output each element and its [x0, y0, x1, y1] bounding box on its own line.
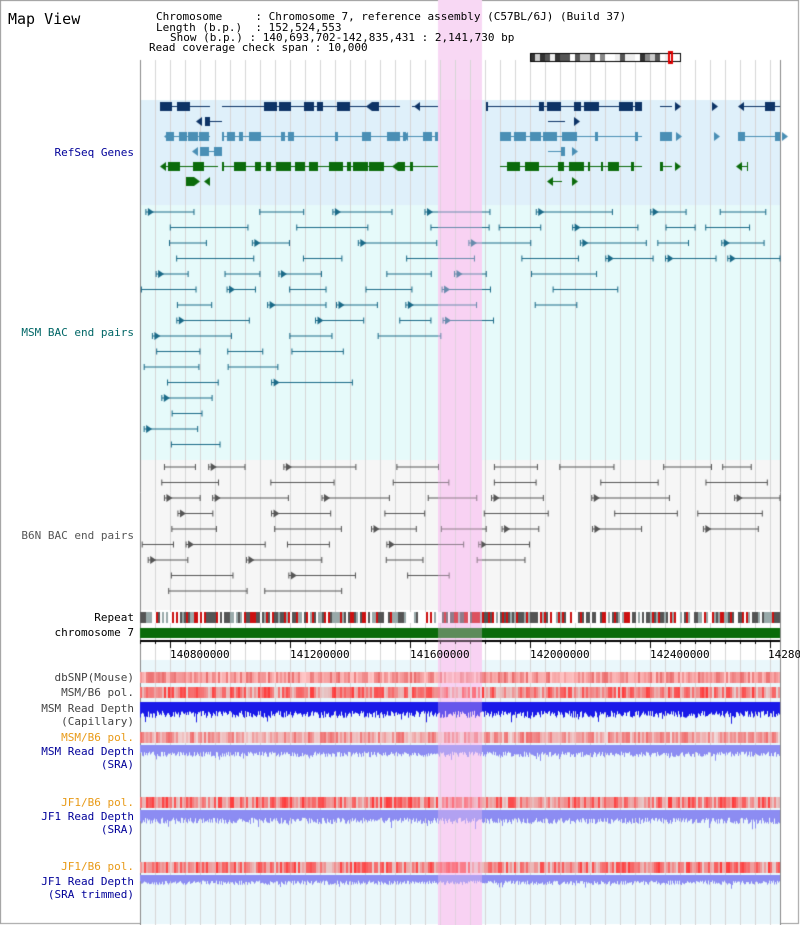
dbsnp-label[interactable]: dbSNP(Mouse)	[54, 671, 134, 684]
jf1-read-depth-trim-sub: (SRA trimmed)	[47, 888, 134, 901]
coverage-value: 10,000	[327, 41, 368, 54]
jf1-read-depth-trim-label[interactable]: JF1 Read Depth	[41, 875, 134, 888]
axis-tick-label: 14280	[768, 648, 800, 661]
repeat-label[interactable]: Repeat	[94, 611, 134, 624]
length-value: 152,524,553	[268, 21, 342, 34]
show-label: Show (b.p.)	[170, 31, 243, 44]
msm-read-depth-cap-label[interactable]: MSM Read Depth	[41, 702, 134, 715]
msm-read-depth-sra-sub: (SRA)	[100, 758, 134, 771]
chromosome-label: Chromosome	[156, 10, 223, 23]
refseq-genes-label[interactable]: RefSeq Genes	[54, 146, 134, 159]
chromosome-info: Chromosome : Chromosome 7, reference ass…	[156, 10, 627, 23]
msm-bac-label[interactable]: MSM BAC end pairs	[21, 326, 134, 339]
page-title: Map View	[8, 10, 81, 28]
coverage-info: Read coverage check span : 10,000	[149, 41, 368, 54]
axis-tick-label: 141600000	[410, 648, 470, 661]
length-label: Length (b.p.)	[156, 21, 243, 34]
chromosome-track-label[interactable]: chromosome 7	[54, 626, 134, 639]
msm-read-depth-sra-label[interactable]: MSM Read Depth	[41, 745, 134, 758]
length-info: Length (b.p.) : 152,524,553	[156, 21, 342, 34]
axis-tick-label: 142400000	[650, 648, 710, 661]
jf1-read-depth-sub: (SRA)	[100, 823, 134, 836]
show-info: Show (b.p.) : 140,693,702-142,835,431 : …	[170, 31, 515, 44]
axis-tick-label: 141200000	[290, 648, 350, 661]
msm-b6-pol-sra-label[interactable]: MSM/B6 pol.	[61, 731, 134, 744]
axis-tick-label: 142000000	[530, 648, 590, 661]
axis-tick-label: 140800000	[170, 648, 230, 661]
chromosome-value: Chromosome 7, reference assembly (C57BL/…	[268, 10, 627, 23]
b6n-bac-label[interactable]: B6N BAC end pairs	[21, 529, 134, 542]
msm-read-depth-cap-sub: (Capillary)	[61, 715, 134, 728]
show-value: 140,693,702-142,835,431 : 2,141,730 bp	[262, 31, 515, 44]
msm-b6-pol-label[interactable]: MSM/B6 pol.	[61, 686, 134, 699]
jf1-b6-pol-label[interactable]: JF1/B6 pol.	[61, 796, 134, 809]
jf1-read-depth-label[interactable]: JF1 Read Depth	[41, 810, 134, 823]
jf1-b6-pol-trim-label[interactable]: JF1/B6 pol.	[61, 860, 134, 873]
coverage-label: Read coverage check span	[149, 41, 308, 54]
